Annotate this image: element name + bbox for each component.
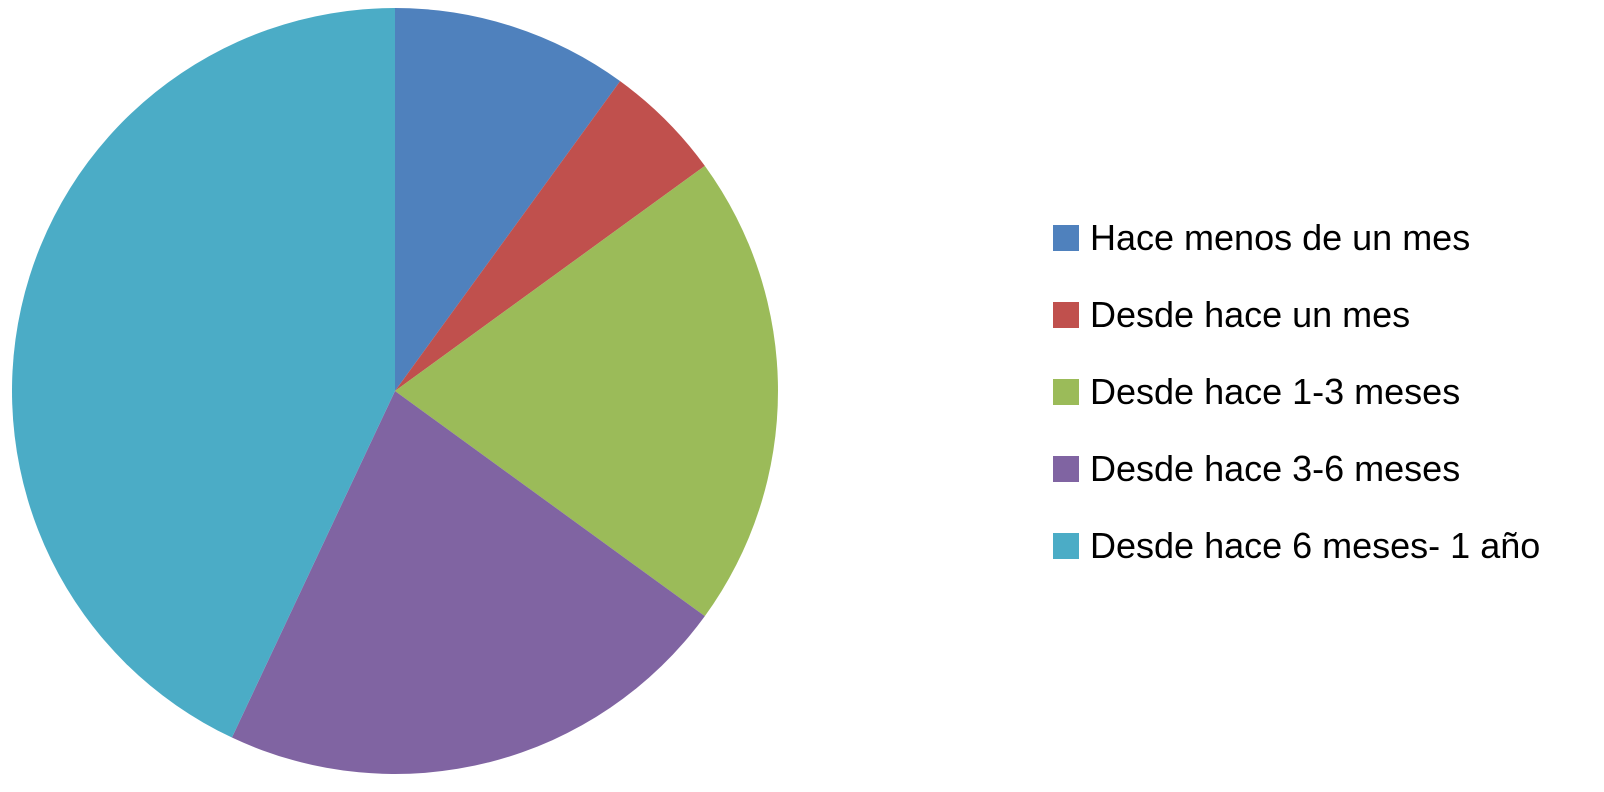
legend-label-1: Hace menos de un mes <box>1090 217 1470 258</box>
legend-swatch-1 <box>1053 225 1079 251</box>
legend-item-5: Desde hace 6 meses- 1 año <box>1053 525 1540 566</box>
legend: Hace menos de un mes Desde hace un mes Des… <box>1053 217 1540 566</box>
pie-slice-5 <box>12 8 396 738</box>
legend-swatch-2 <box>1053 302 1079 328</box>
legend-item-3: Desde hace 1-3 meses <box>1053 371 1460 412</box>
legend-item-1: Hace menos de un mes <box>1053 217 1470 258</box>
legend-item-2: Desde hace un mes <box>1053 294 1410 335</box>
pie-slice-1 <box>395 8 621 391</box>
legend-label-4: Desde hace 3-6 meses <box>1090 448 1460 489</box>
legend-label-2: Desde hace un mes <box>1090 294 1410 335</box>
legend-swatch-3 <box>1053 379 1079 405</box>
pie-slice-4 <box>231 391 705 774</box>
legend-item-4: Desde hace 3-6 meses <box>1053 448 1460 489</box>
pie-slice-3 <box>395 165 778 617</box>
legend-label-5: Desde hace 6 meses- 1 año <box>1090 525 1540 566</box>
legend-swatch-4 <box>1053 456 1079 482</box>
legend-label-3: Desde hace 1-3 meses <box>1090 371 1460 412</box>
pie-slice-2 <box>395 81 705 392</box>
legend-swatch-5 <box>1053 533 1079 559</box>
pie-slices <box>12 8 778 774</box>
